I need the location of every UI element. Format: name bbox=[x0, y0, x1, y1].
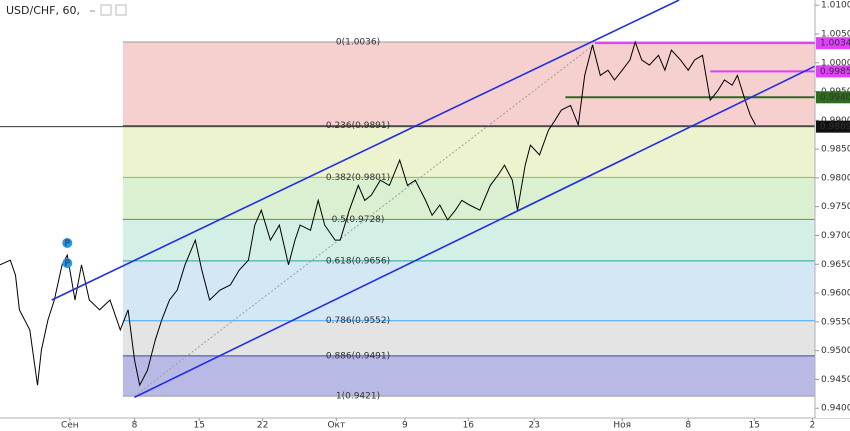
fib-band bbox=[122, 125, 815, 178]
x-tick-label: 15 bbox=[748, 421, 759, 431]
price-line-series bbox=[0, 40, 756, 387]
close-icon[interactable] bbox=[115, 4, 127, 16]
x-tick-label: 22 bbox=[257, 421, 268, 431]
x-tick-label: 16 bbox=[463, 421, 475, 431]
price-tag bbox=[816, 65, 850, 78]
x-tick-label: 9 bbox=[402, 421, 408, 431]
x-tick-label: 2 bbox=[810, 421, 816, 431]
price-tag bbox=[816, 37, 850, 50]
settings-icon[interactable] bbox=[100, 4, 112, 16]
x-tick-label: 8 bbox=[685, 421, 691, 431]
y-tick-label: 0.9550 bbox=[821, 317, 850, 327]
y-tick-label: 0.9700 bbox=[821, 231, 850, 241]
y-tick-label: 0.9500 bbox=[821, 346, 850, 356]
x-tick-label: Ноя bbox=[613, 421, 631, 431]
x-tick-label: 15 bbox=[193, 421, 204, 431]
price-tag bbox=[816, 91, 850, 104]
fib-band bbox=[122, 42, 815, 126]
header: USD/CHF, 60, bbox=[0, 1, 127, 19]
fib-level-label: 0(1.0036) bbox=[336, 38, 380, 48]
fib-band bbox=[122, 260, 815, 321]
price-tag-label: 1.0034 bbox=[820, 39, 850, 49]
fib-band bbox=[122, 219, 815, 261]
channel-line bbox=[134, 65, 816, 398]
y-tick-label: 1.0100 bbox=[821, 1, 850, 11]
event-marker bbox=[62, 237, 73, 248]
time-axis-bg bbox=[0, 419, 850, 431]
event-marker-label: P bbox=[65, 259, 71, 269]
fib-level-label: 0.5(0.9728) bbox=[332, 215, 385, 225]
y-tick-label: 0.9600 bbox=[821, 289, 850, 299]
fib-band bbox=[122, 177, 815, 220]
price-tag-label: 0.9940 bbox=[820, 93, 850, 103]
channel-line bbox=[51, 0, 680, 301]
y-tick-label: 0.9850 bbox=[821, 145, 850, 155]
x-tick-label: Окт bbox=[327, 421, 345, 431]
y-tick-label: 0.9650 bbox=[821, 260, 850, 270]
fib-band bbox=[122, 355, 815, 397]
fib-level-label: 0.618(0.9656) bbox=[326, 256, 390, 266]
y-tick-label: 0.9750 bbox=[821, 202, 850, 212]
price-tag bbox=[816, 120, 850, 133]
x-tick-label: Сен bbox=[61, 421, 79, 431]
y-tick-label: 1.0050 bbox=[821, 29, 850, 39]
event-marker-label: P bbox=[65, 239, 71, 249]
fib-band bbox=[122, 320, 815, 356]
price-tag-label: 0.9985 bbox=[820, 67, 850, 77]
plot-area: 0(1.0036) 0.236(0.9891) 0.382(0.9801) 0.5(0… bbox=[0, 0, 816, 402]
fib-trend-line bbox=[134, 41, 598, 397]
fib-level-label: 0.786(0.9552) bbox=[326, 316, 390, 326]
y-tick-label: 0.9450 bbox=[821, 375, 850, 385]
fib-level-label: 0.382(0.9801) bbox=[326, 173, 390, 183]
y-tick-label: 0.9400 bbox=[821, 404, 850, 414]
x-tick-label: 8 bbox=[132, 421, 138, 431]
header-bg bbox=[0, 1, 90, 19]
fib-level-label: 0.236(0.9891) bbox=[326, 121, 390, 131]
fib-level-label: 1(0.9421) bbox=[336, 392, 380, 402]
symbol-title: USD/CHF, 60, bbox=[6, 4, 80, 17]
y-tick-label: 0.9800 bbox=[821, 173, 850, 183]
fib-level-label: 0.886(0.9491) bbox=[326, 351, 390, 361]
x-tick-label: 23 bbox=[529, 421, 540, 431]
y-tick-label: 1.0000 bbox=[821, 58, 850, 68]
price-tag-label: 0.9889 bbox=[820, 122, 850, 132]
event-marker bbox=[62, 258, 73, 269]
